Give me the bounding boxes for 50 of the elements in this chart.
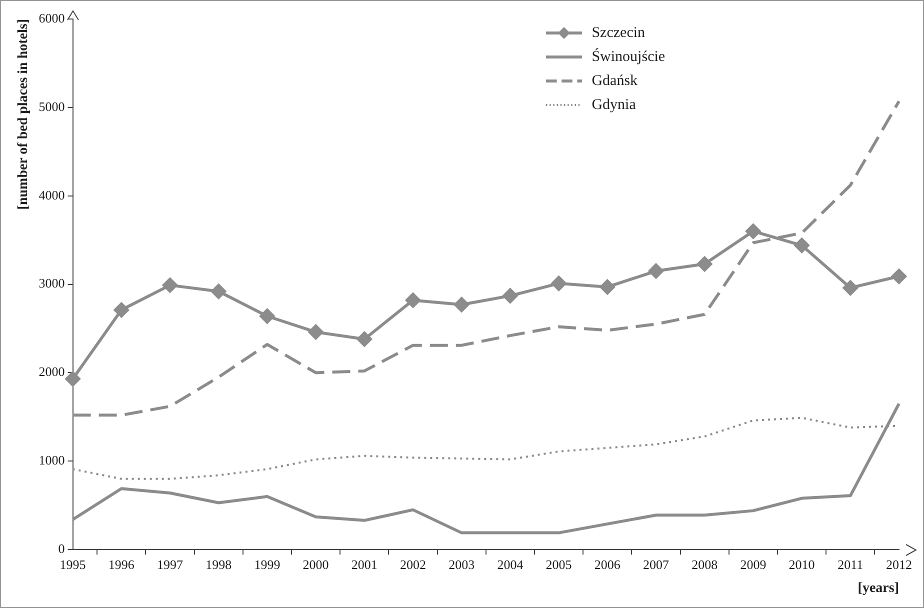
x-tick-label: 2010: [788, 556, 815, 572]
x-tick-label: 1996: [108, 556, 135, 572]
point: [260, 308, 275, 324]
legend-label: Świnoujście: [592, 48, 666, 66]
point: [892, 268, 906, 284]
y-tick-label: 5000: [38, 98, 65, 114]
line-series: [71, 100, 900, 417]
point: [211, 284, 226, 299]
x-tick-label: 2000: [302, 556, 329, 572]
x-tick-label: 1998: [206, 556, 232, 572]
point: [551, 276, 566, 291]
x-tick-label: 2011: [838, 556, 864, 572]
x-tick-label: 2004: [497, 556, 524, 572]
y-axis-title: [number of bed places in hotels]: [16, 19, 32, 210]
point: [65, 371, 80, 386]
y-tick-label: 3000: [38, 276, 65, 291]
y-tick-label: 2000: [38, 364, 65, 380]
point: [308, 324, 324, 340]
point: [406, 292, 420, 308]
x-tick-label: 1997: [157, 556, 184, 572]
point: [842, 280, 858, 296]
y-tick-label: 1000: [38, 452, 65, 468]
point: [746, 224, 761, 239]
x-tick-label: 2008: [692, 556, 718, 572]
y-tick-label: 6000: [38, 10, 65, 26]
point: [600, 279, 615, 294]
x-tick-label: 1999: [254, 556, 280, 572]
legend-label: Gdynia: [592, 96, 636, 114]
x-tick-label: 2006: [594, 556, 621, 572]
point: [697, 256, 712, 272]
x-tick-label: 2007: [643, 556, 670, 572]
point: [356, 332, 372, 347]
point: [794, 238, 810, 253]
legend-label: Gdańsk: [592, 72, 638, 90]
x-tick-label: 2003: [448, 556, 475, 572]
x-tick-label: 2002: [400, 556, 426, 572]
y-tick-label: 0: [58, 541, 65, 556]
x-tick-label: 2001: [351, 556, 378, 572]
legend-label: Szczecin: [592, 24, 646, 42]
point: [502, 288, 518, 304]
point: [162, 278, 178, 293]
point: [454, 297, 470, 312]
y-tick-label: 4000: [38, 187, 65, 202]
x-tick-label: 2009: [740, 556, 766, 572]
x-tick-label: 2012: [886, 556, 912, 572]
point: [648, 264, 664, 279]
point: [114, 302, 129, 318]
x-tick-label: 1995: [60, 556, 86, 572]
x-tick-label: 2005: [546, 556, 572, 572]
x-axis-title: [years]: [858, 581, 899, 596]
